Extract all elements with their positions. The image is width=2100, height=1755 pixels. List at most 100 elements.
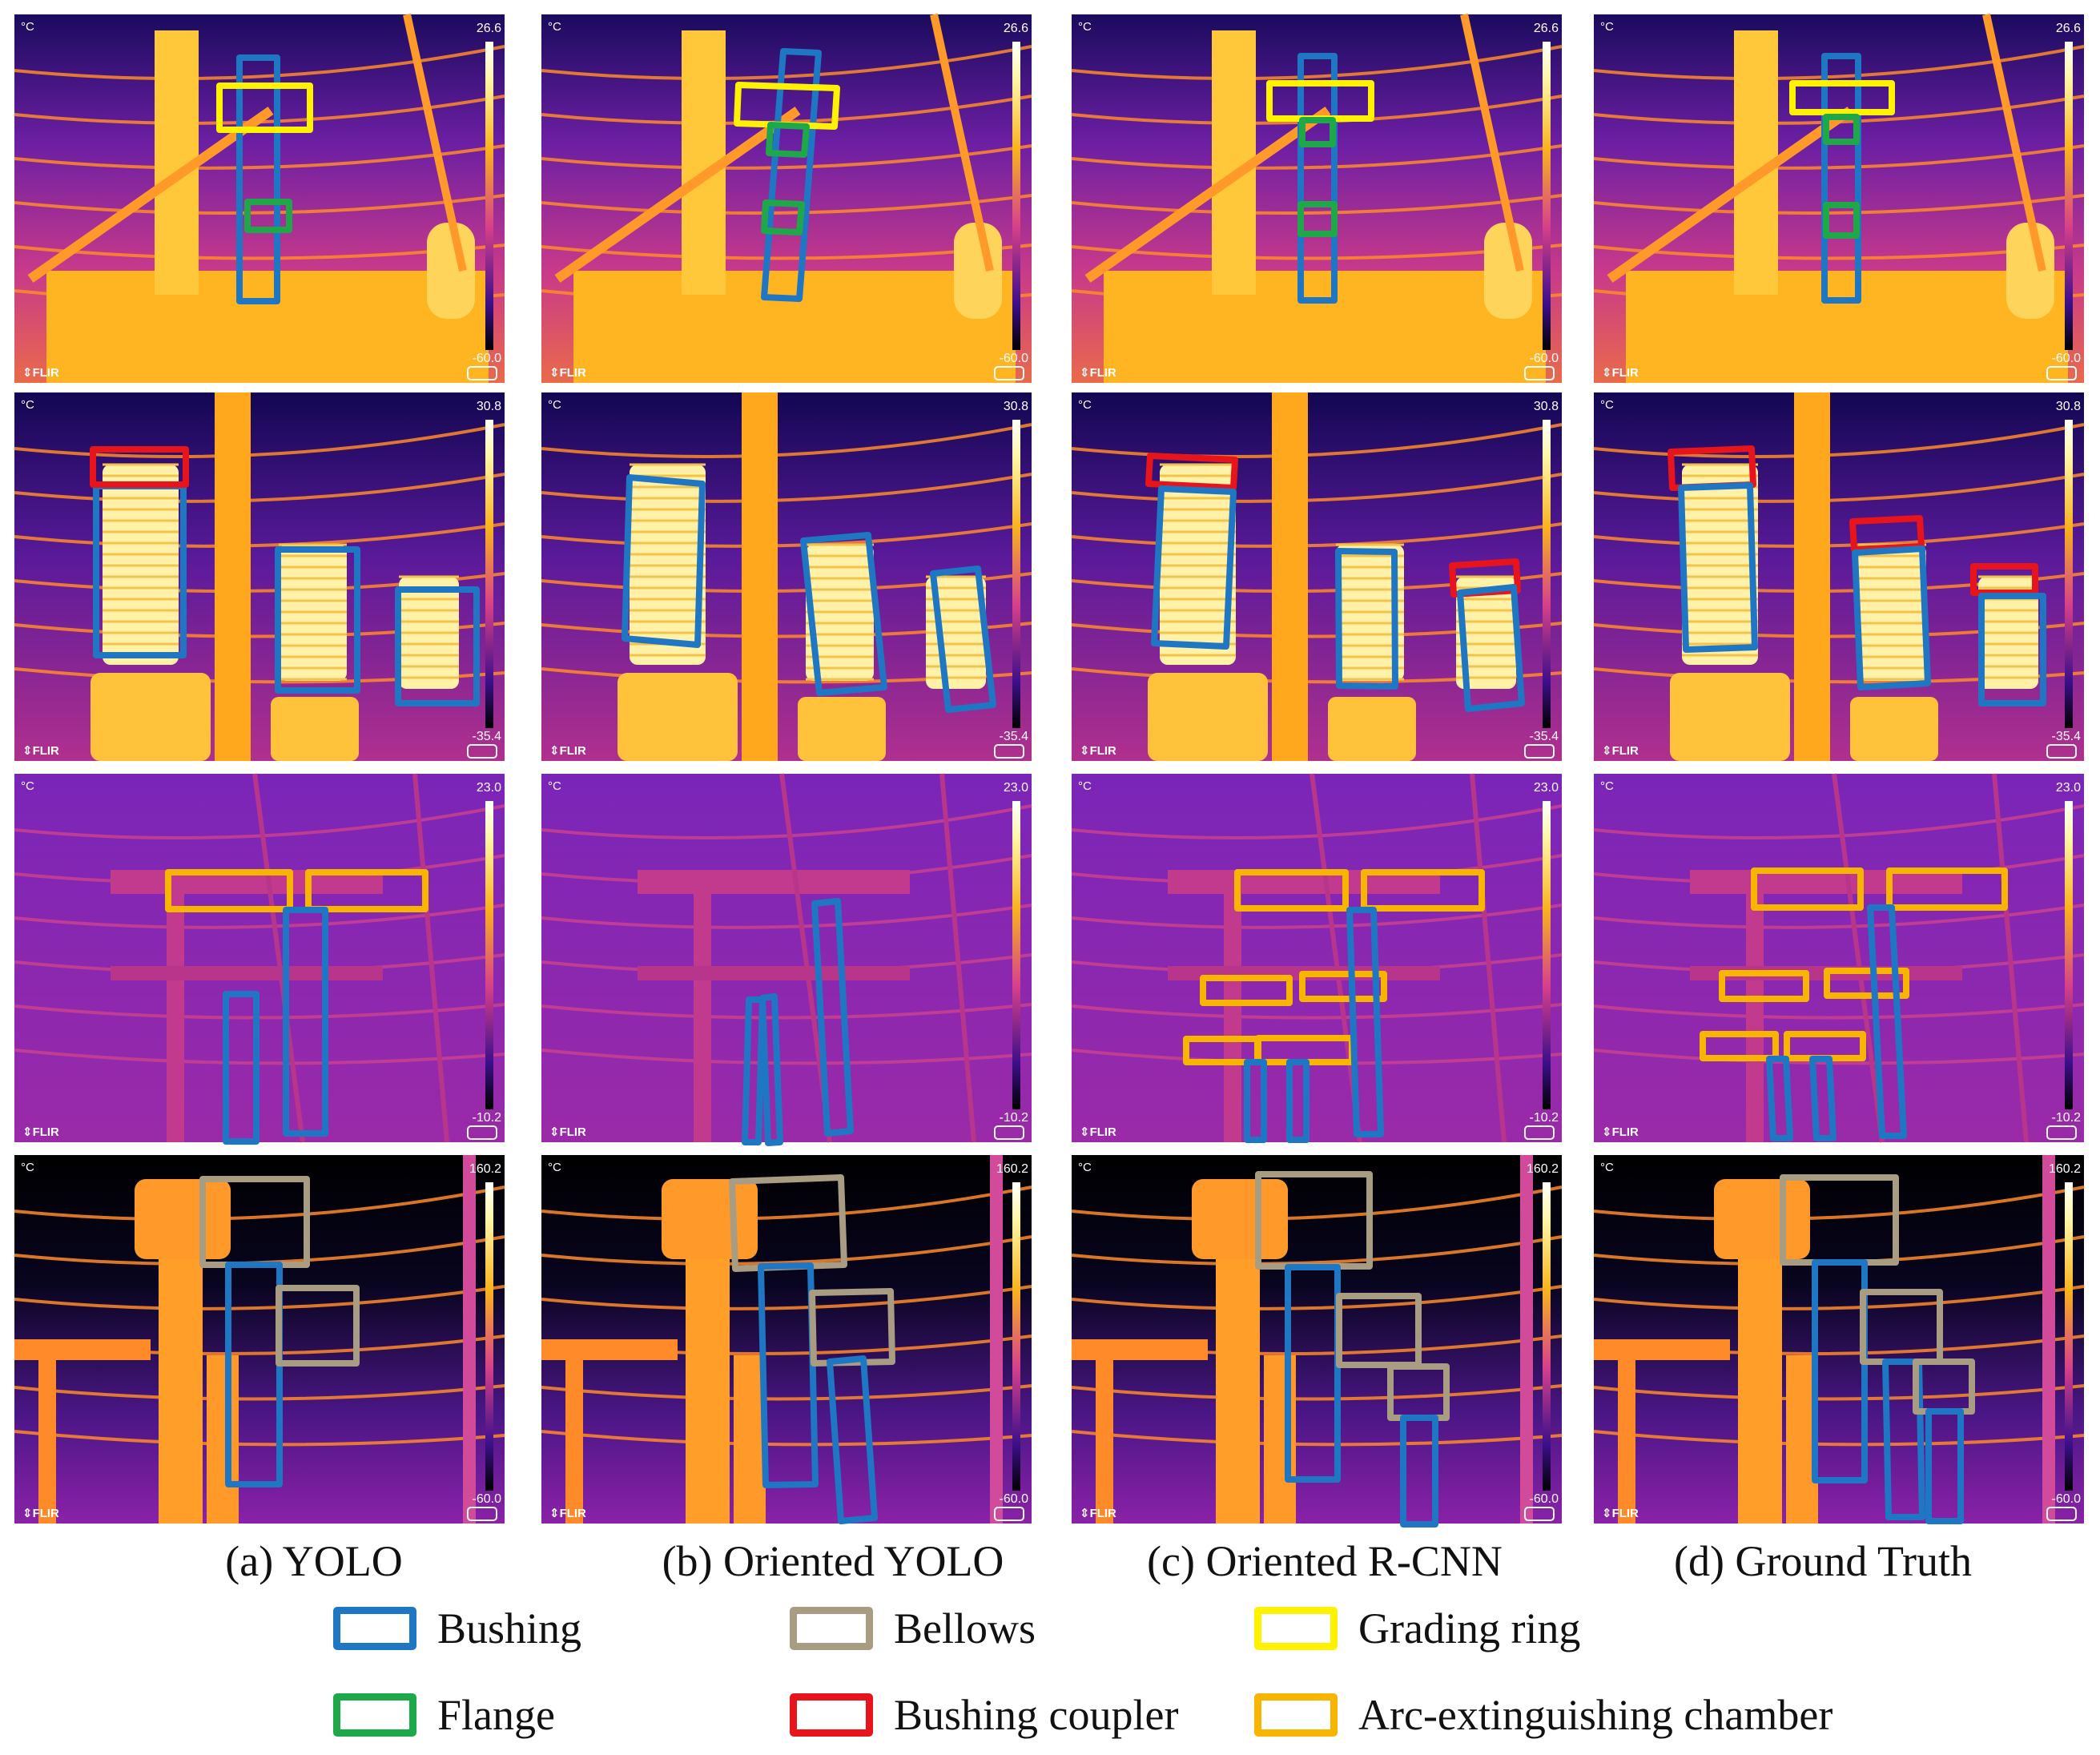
tower-leg [1982, 13, 2046, 272]
equipment-structure [554, 13, 1016, 383]
wire-line [1593, 1384, 2085, 1401]
detection-box-arc-extinguishing-chamber [1361, 869, 1485, 912]
wire-line [1071, 45, 1563, 80]
thermal-panel: 160.2 -60.0 °C ⇕FLIR [14, 1155, 505, 1524]
detection-box-bellows [199, 1176, 310, 1268]
bushing-base [798, 697, 886, 761]
scale-min-label: -60.0 [473, 352, 502, 365]
wire-line [1593, 1185, 2085, 1221]
legend-swatch-bushing-coupler [790, 1693, 873, 1737]
unit-label: °C [1600, 20, 1614, 34]
thermal-panel: 160.2 -60.0 °C ⇕FLIR [1071, 1155, 1563, 1524]
detection-box-bushing [236, 54, 280, 304]
camera-mode-icon [994, 1125, 1024, 1140]
wire-line [1593, 45, 2085, 80]
wire-line [1593, 194, 2085, 215]
bushing-base [1328, 697, 1416, 761]
flir-logo-text: ⇕FLIR [1602, 366, 1639, 380]
steel-column [215, 392, 251, 761]
equipment-structure [1072, 1155, 1533, 1524]
camera-mode-icon [1524, 744, 1555, 759]
detection-box-bushing-coupler [1668, 445, 1756, 491]
tower-leg [930, 13, 994, 272]
caption-oriented-yolo: (b) Oriented YOLO [662, 1537, 1004, 1585]
temperature-scale-bar [1543, 1182, 1551, 1491]
detection-box-flange [761, 199, 805, 235]
wire-line [1593, 904, 2085, 929]
detection-box-arc-extinguishing-chamber [1784, 1031, 1866, 1061]
support-post [565, 1339, 583, 1524]
scale-max-label: 23.0 [1004, 781, 1028, 795]
transformer-body [1104, 271, 1546, 383]
scale-min-label: -35.4 [1000, 730, 1029, 743]
wire-line [1071, 804, 1563, 839]
legend-item-flange: Flange [333, 1687, 555, 1743]
conservator-tank [954, 223, 1002, 319]
detection-box-arc-extinguishing-chamber [1886, 867, 2008, 911]
bushing-base [618, 673, 738, 761]
flir-logo-text: ⇕FLIR [549, 1507, 586, 1520]
support-post [38, 1339, 56, 1524]
unit-label: °C [1078, 1161, 1092, 1174]
detection-box-bushing [1335, 548, 1398, 690]
crossarm [638, 966, 910, 980]
bushing-base [1850, 697, 1938, 761]
scale-max-label: 26.6 [1534, 22, 1559, 35]
wire-line [541, 473, 1032, 503]
temperature-scale-bar [1543, 420, 1551, 728]
detection-box-bushing [223, 991, 259, 1145]
scale-min-label: -60.0 [2052, 352, 2082, 365]
detection-box-bushing [1852, 545, 1931, 690]
wire-line [1593, 473, 2085, 503]
wire-line [1071, 194, 1563, 215]
camera-mode-icon [2046, 1125, 2077, 1140]
gantry-post [1520, 1155, 1533, 1524]
tower-leg [1460, 13, 1524, 272]
camera-mode-icon [2046, 744, 2077, 759]
camera-mode-icon [994, 1507, 1024, 1521]
detection-box-bushing [1244, 1059, 1267, 1143]
thermal-panel: 23.0 -10.2 °C ⇕FLIR [1593, 773, 2085, 1143]
truss-beam [554, 107, 801, 283]
busbar [1072, 1339, 1208, 1360]
flir-logo-text: ⇕FLIR [22, 366, 59, 380]
camera-mode-icon [2046, 1507, 2077, 1521]
breaker-head [662, 1179, 758, 1259]
unit-label: °C [548, 1161, 561, 1174]
scale-max-label: 160.2 [2049, 1162, 2081, 1176]
bushing-base [271, 697, 359, 761]
camera-mode-icon [467, 744, 497, 759]
wire-line [14, 904, 505, 929]
bushing-base [91, 673, 211, 761]
truss-beam [27, 107, 274, 283]
crossarm [111, 966, 383, 980]
equipment-structure [1670, 392, 2038, 761]
temperature-scale-bar [1012, 801, 1020, 1109]
scale-min-label: -35.4 [1530, 730, 1559, 743]
temperature-scale-bar [2065, 42, 2073, 350]
legend-label-grading-ring: Grading ring [1358, 1604, 1581, 1652]
detection-box-arc-extinguishing-chamber [1751, 867, 1864, 911]
wire-line [1593, 1049, 2085, 1065]
temperature-scale-bar [2065, 1182, 2073, 1491]
scale-max-label: 30.8 [477, 400, 501, 413]
temperature-scale-bar [485, 1182, 493, 1491]
flir-logo-text: ⇕FLIR [22, 1507, 59, 1520]
breaker-head [1192, 1179, 1288, 1259]
detection-box-bushing [1346, 907, 1384, 1137]
equipment-structure [1607, 13, 2068, 383]
detection-box-flange [244, 199, 292, 233]
scale-max-label: 23.0 [2056, 781, 2081, 795]
legend-swatch-flange [333, 1693, 416, 1737]
equipment-structure [14, 1155, 476, 1524]
detection-box-bushing [800, 532, 887, 696]
equipment-structure [1084, 13, 1546, 383]
flir-logo-text: ⇕FLIR [1602, 1507, 1639, 1520]
scale-min-label: -60.0 [1000, 1492, 1029, 1506]
flir-logo-text: ⇕FLIR [22, 1125, 59, 1139]
temperature-scale-bar [1012, 1182, 1020, 1491]
transformer-body [46, 271, 489, 383]
wire-line [1071, 473, 1563, 503]
detection-box-grading-ring [1789, 80, 1895, 115]
